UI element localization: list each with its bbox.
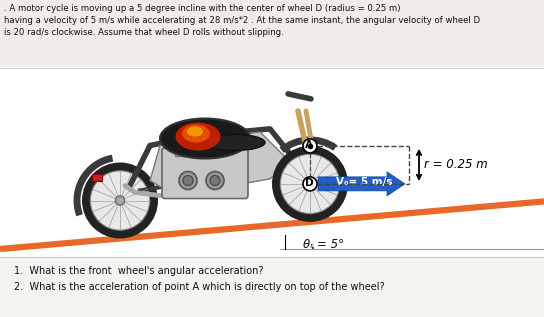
Bar [92, 173, 102, 180]
Text: is 20 rad/s clockwise. Assume that wheel D rolls without slipping.: is 20 rad/s clockwise. Assume that wheel… [4, 28, 284, 37]
Text: 1.  What is the front  wheel's angular acceleration?: 1. What is the front wheel's angular acc… [14, 266, 263, 276]
Polygon shape [150, 132, 290, 196]
Circle shape [305, 179, 314, 188]
Bar [0, 257, 544, 317]
Circle shape [303, 139, 317, 153]
Circle shape [179, 171, 197, 190]
Circle shape [280, 154, 339, 214]
Text: D: D [305, 178, 313, 188]
Text: A: A [305, 140, 313, 150]
Bar [0, 0, 544, 67]
Text: having a velocity of 5 m/s while accelerating at 28 m/s*2 . At the same instant,: having a velocity of 5 m/s while acceler… [4, 16, 480, 25]
Circle shape [294, 154, 310, 170]
Bar [0, 67, 544, 257]
Bar [175, 135, 189, 156]
Circle shape [206, 171, 224, 190]
Circle shape [210, 176, 220, 185]
Text: r = 0.25 m: r = 0.25 m [424, 158, 488, 171]
Text: θᵣ = 5°: θᵣ = 5° [303, 238, 344, 251]
Circle shape [90, 171, 150, 230]
Polygon shape [318, 172, 405, 196]
Ellipse shape [160, 119, 250, 158]
Ellipse shape [182, 125, 210, 143]
Bar [195, 135, 209, 156]
Text: . A motor cycle is moving up a 5 degree incline with the center of wheel D (radi: . A motor cycle is moving up a 5 degree … [4, 4, 400, 13]
Circle shape [115, 196, 125, 205]
Circle shape [183, 176, 193, 185]
Circle shape [303, 177, 317, 191]
Text: 2.  What is the acceleration of point A which is directly on top of the wheel?: 2. What is the acceleration of point A w… [14, 282, 385, 292]
Ellipse shape [187, 126, 203, 137]
FancyBboxPatch shape [162, 147, 248, 198]
Circle shape [272, 146, 348, 222]
Ellipse shape [176, 122, 220, 151]
Text: V₀= 5 m/s: V₀= 5 m/s [336, 178, 393, 187]
Circle shape [82, 163, 158, 238]
Ellipse shape [205, 134, 265, 151]
